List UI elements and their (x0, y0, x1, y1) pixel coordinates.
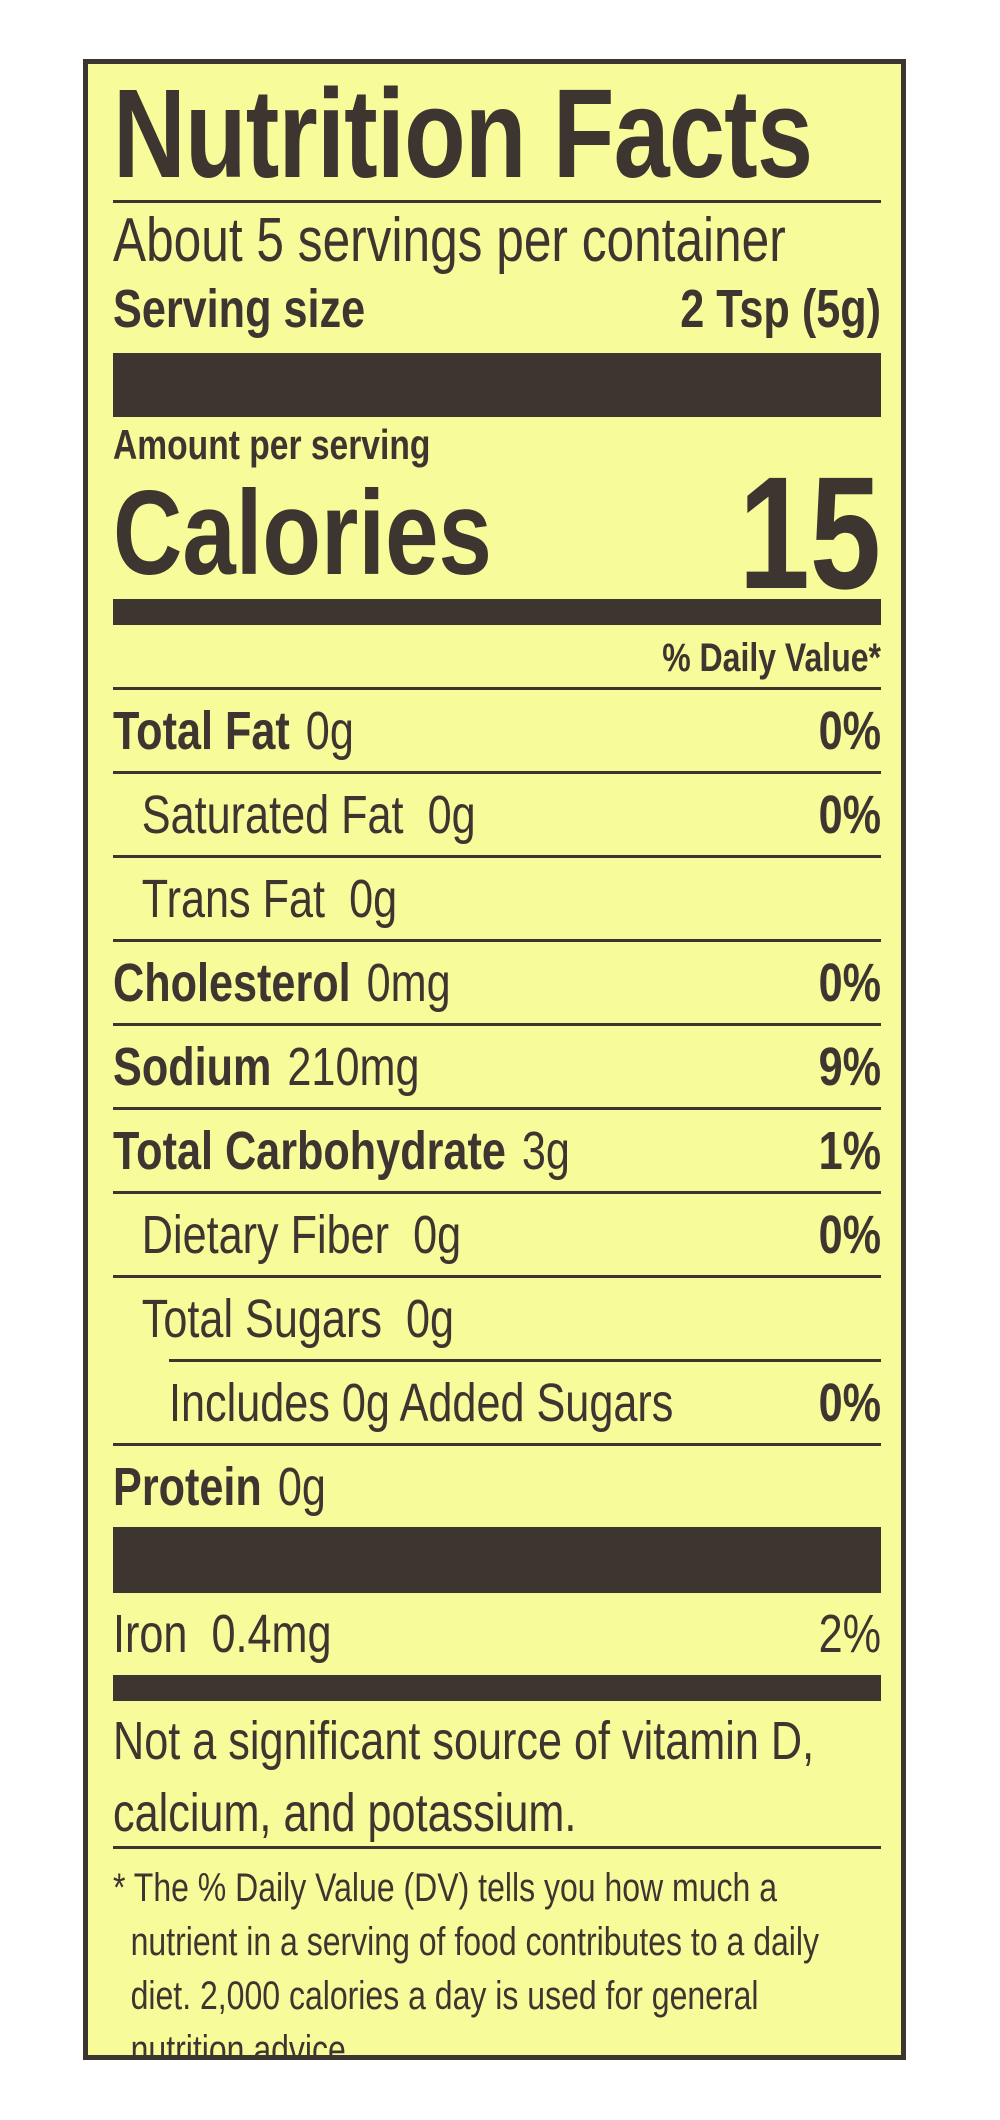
serving-size: Serving size 2 Tsp (5g) (113, 275, 881, 343)
calories: Calories 15 (113, 443, 881, 622)
nutrient-text: Dietary Fiber 0g (142, 1204, 461, 1266)
nutrient-row: Total Fat 0g 0% (113, 687, 881, 771)
nutrient-dv: 0% (818, 1372, 881, 1433)
nutrient-name: Total Fat (113, 700, 290, 761)
nutrient-row: Sodium 210mg 9% (113, 1023, 881, 1107)
footnote: * The % Daily Value (DV) tells you how m… (113, 1866, 820, 2060)
nutrient-dv: 0% (818, 700, 881, 761)
vitamin-dv: 2% (818, 1604, 881, 1664)
nutrient-row: Includes 0g Added Sugars 0% (169, 1359, 881, 1443)
divider (113, 599, 881, 625)
nutrient-text: Total Carbohydrate 3g (113, 1120, 570, 1182)
nutrient-amount: 0g (305, 700, 354, 761)
serving-size-label: Serving size (113, 279, 366, 339)
nutrient-row: Cholesterol 0mg 0% (113, 939, 881, 1023)
nutrient-amount: 3g (521, 1120, 570, 1181)
calories-value: 15 (738, 443, 881, 622)
nutrient-rows: Total Fat 0g 0% Saturated Fat 0g 0% Trans Fat… (113, 687, 881, 1527)
divider (113, 353, 881, 417)
servings: About 5 servings per container (113, 206, 786, 275)
nutrient-name: Includes 0g Added Sugars (169, 1372, 674, 1433)
nutrient-text: Includes 0g Added Sugars (169, 1372, 697, 1434)
nutrient-row: Dietary Fiber 0g 0% (113, 1191, 881, 1275)
nutrient-text: Protein 0g (113, 1456, 326, 1518)
nutrient-amount: 0g (427, 784, 476, 845)
nutrient-amount: 0g (349, 868, 398, 929)
title: Nutrition Facts (113, 64, 881, 204)
divider (113, 1675, 881, 1701)
serving-size-value: 2 Tsp (5g) (680, 279, 881, 339)
nutrient-dv: 0% (818, 1204, 881, 1265)
divider (113, 1527, 881, 1593)
nutrient-amount: 0g (277, 1456, 326, 1517)
nutrient-row: Protein 0g (113, 1443, 881, 1527)
nutrient-name: Saturated Fat (141, 784, 404, 845)
calories-label: Calories (113, 466, 492, 600)
nutrient-text: Cholesterol 0mg (113, 952, 451, 1014)
nutrient-text: Total Sugars 0g (142, 1288, 454, 1350)
nutrient-name: Dietary Fiber (141, 1204, 390, 1265)
nutrient-row: Trans Fat 0g (113, 855, 881, 939)
nutrient-text: Total Fat 0g (113, 700, 354, 762)
vitamin-row: Iron 0.4mg 2% (113, 1593, 881, 1675)
nutrient-row: Total Sugars 0g (113, 1275, 881, 1359)
nutrition-label: Nutrition Facts About 5 servings per con… (83, 59, 906, 2060)
nutrient-name: Total Sugars (141, 1288, 382, 1349)
vitamin-amount: 0.4mg (211, 1604, 332, 1664)
nutrient-dv: 0% (818, 952, 881, 1013)
nutrient-dv: 0% (818, 784, 881, 845)
vitamin-name: Iron (113, 1604, 188, 1664)
nutrient-name: Sodium (113, 1036, 272, 1097)
nutrient-row: Saturated Fat 0g 0% (113, 771, 881, 855)
nutrient-name: Trans Fat (141, 868, 326, 929)
label-content: Nutrition Facts About 5 servings per con… (113, 64, 881, 2060)
nutrient-amount: 0g (413, 1204, 462, 1265)
nutrient-dv: 1% (818, 1120, 881, 1181)
nutrient-amount: 210mg (287, 1036, 420, 1097)
nutrient-text: Trans Fat 0g (142, 868, 397, 930)
nutrient-name: Total Carbohydrate (113, 1120, 506, 1181)
nutrient-row: Total Carbohydrate 3g 1% (113, 1107, 881, 1191)
nutrient-amount: 0g (405, 1288, 455, 1349)
daily-value-header: % Daily Value* (662, 636, 881, 680)
nutrient-text: Sodium 210mg (113, 1036, 420, 1098)
amount-per-serving: Amount per serving (113, 421, 431, 468)
nutrient-dv: 9% (818, 1036, 881, 1097)
nutrient-name: Protein (113, 1456, 262, 1517)
note: Not a significant source of vitamin D, c… (113, 1701, 881, 1849)
nutrient-text: Saturated Fat 0g (142, 784, 476, 846)
nutrient-name: Cholesterol (113, 952, 351, 1013)
nutrient-amount: 0mg (366, 952, 451, 1013)
